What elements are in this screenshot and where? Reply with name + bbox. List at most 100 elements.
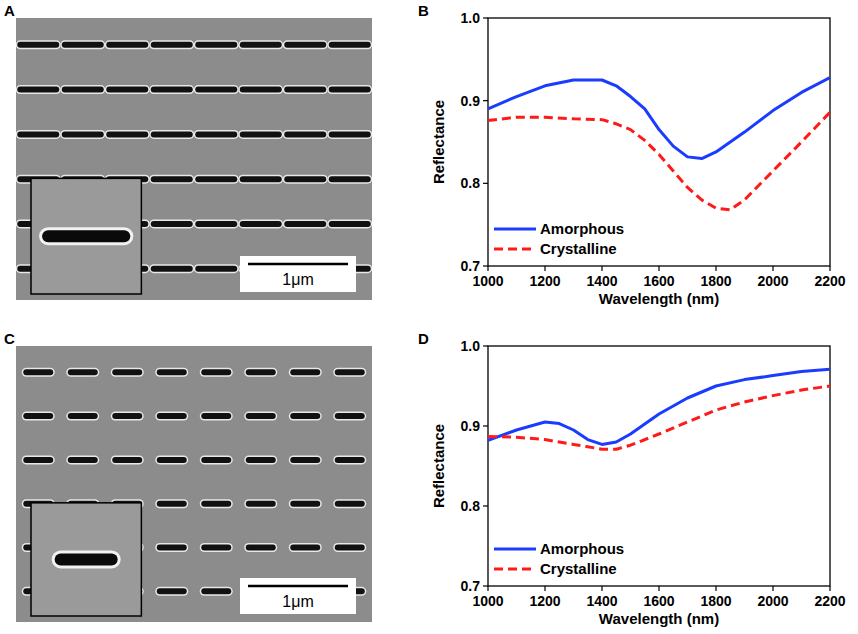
slot <box>23 413 53 419</box>
slot <box>195 266 237 272</box>
slot <box>284 42 326 48</box>
slot <box>329 87 371 93</box>
slot-rim <box>244 543 277 552</box>
slot <box>62 87 104 93</box>
slot <box>240 131 282 137</box>
slot-rim <box>22 455 55 464</box>
x-tick-label: 2200 <box>814 273 845 289</box>
inset <box>31 503 141 616</box>
slot-rim <box>111 368 144 377</box>
slot-rim <box>333 455 366 464</box>
slot <box>246 501 276 507</box>
slot-rim <box>327 175 372 184</box>
slot <box>112 413 142 419</box>
slot-rim <box>194 219 239 228</box>
slot <box>17 131 59 137</box>
slot-rim <box>238 85 283 94</box>
slot-rim <box>155 499 188 508</box>
slot <box>290 369 320 375</box>
y-axis-title: Reflectance <box>430 100 447 184</box>
slot <box>195 42 237 48</box>
slot-rim <box>66 368 99 377</box>
y-axis-title: Reflectance <box>430 424 447 508</box>
y-tick <box>483 585 488 586</box>
y-tick <box>483 505 488 506</box>
figure: 1μmA10001200140016001800200022000.70.80.… <box>0 0 858 634</box>
y-tick <box>483 183 488 184</box>
x-tick <box>601 266 602 271</box>
y-tick-label: 0.7 <box>461 258 481 274</box>
x-axis-title: Wavelength (nm) <box>599 290 719 307</box>
slot <box>68 457 98 463</box>
y-tick <box>483 265 488 266</box>
slot <box>329 42 371 48</box>
x-tick <box>772 266 773 271</box>
slot <box>335 369 365 375</box>
slot-rim <box>155 368 188 377</box>
x-tick <box>772 586 773 591</box>
slot <box>195 221 237 227</box>
slot-rim <box>60 130 105 139</box>
series-line <box>488 386 830 449</box>
x-tick-label: 1000 <box>472 593 503 609</box>
slot <box>68 413 98 419</box>
slot <box>290 501 320 507</box>
slot-rim <box>244 499 277 508</box>
x-tick <box>544 586 545 591</box>
slot <box>195 176 237 182</box>
slot <box>17 42 59 48</box>
slot <box>106 131 148 137</box>
y-tick <box>483 100 488 101</box>
plot-frame <box>488 346 830 586</box>
slot-rim <box>149 85 194 94</box>
slot-rim <box>194 40 239 49</box>
x-tick <box>829 586 830 591</box>
slot <box>284 221 326 227</box>
plot-frame <box>488 18 830 266</box>
slot <box>151 42 193 48</box>
scale-bar <box>248 585 348 588</box>
slot-rim <box>238 40 283 49</box>
legend: AmorphousCrystalline <box>494 220 624 257</box>
panel-label: A <box>4 2 15 19</box>
slot-rim <box>200 587 233 596</box>
slot <box>335 501 365 507</box>
x-tick-label: 2000 <box>757 273 788 289</box>
legend-swatch <box>494 248 536 251</box>
series-line <box>488 78 830 159</box>
legend-label: Crystalline <box>540 240 617 257</box>
slot-rim <box>244 412 277 421</box>
slot <box>335 413 365 419</box>
slot-rim <box>194 130 239 139</box>
slot-rim <box>155 543 188 552</box>
slot <box>290 413 320 419</box>
slot <box>23 369 53 375</box>
slot-rim <box>244 368 277 377</box>
legend-label: Amorphous <box>540 540 624 557</box>
slot <box>246 457 276 463</box>
y-tick-label: 0.8 <box>461 175 481 191</box>
slot-rim <box>238 175 283 184</box>
x-tick <box>658 586 659 591</box>
slot-rim <box>333 543 366 552</box>
y-tick-label: 0.8 <box>461 498 481 514</box>
x-tick <box>715 266 716 271</box>
slot-rim <box>149 40 194 49</box>
y-tick <box>483 17 488 18</box>
chart: 10001200140016001800200022000.70.80.91.0… <box>430 338 846 627</box>
slot-rim <box>105 85 150 94</box>
slot-rim <box>283 130 328 139</box>
legend-swatch <box>494 548 536 551</box>
slot <box>112 457 142 463</box>
x-tick <box>487 266 488 271</box>
slot <box>290 545 320 551</box>
x-tick <box>487 586 488 591</box>
slot-rim <box>22 368 55 377</box>
slot-rim <box>327 40 372 49</box>
y-tick-label: 1.0 <box>461 338 481 354</box>
slot <box>151 87 193 93</box>
slot <box>201 457 231 463</box>
slot-rim <box>200 499 233 508</box>
slot <box>157 588 187 594</box>
slot <box>240 87 282 93</box>
